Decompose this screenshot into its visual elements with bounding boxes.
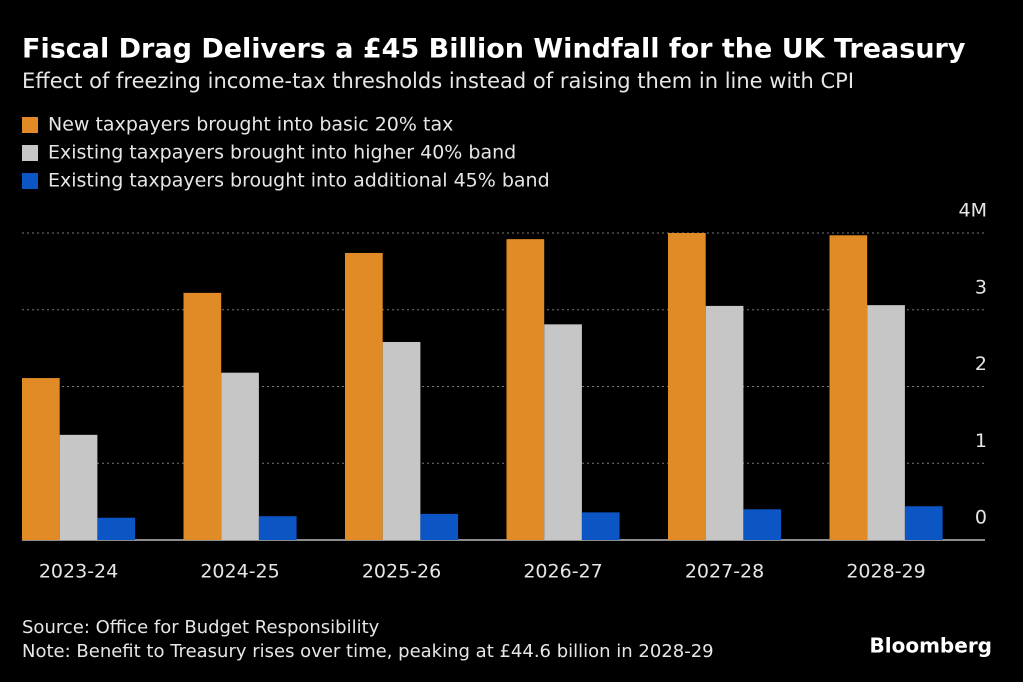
chart-title: Fiscal Drag Delivers a £45 Billion Windf… bbox=[22, 34, 966, 65]
brand: Bloomberg bbox=[870, 634, 992, 658]
bar bbox=[581, 512, 620, 540]
bar bbox=[345, 252, 383, 540]
bar bbox=[420, 513, 459, 540]
legend-swatch bbox=[22, 117, 38, 133]
x-tick-label: 2023-24 bbox=[39, 561, 118, 583]
chart-subtitle: Effect of freezing income-tax thresholds… bbox=[22, 69, 854, 93]
bar bbox=[221, 372, 259, 540]
x-tick-label: 2025-26 bbox=[362, 561, 441, 583]
bar bbox=[705, 305, 744, 540]
bar bbox=[867, 305, 905, 540]
y-tick-label: 0 bbox=[975, 507, 987, 529]
bar bbox=[506, 239, 545, 540]
y-tick-label: 4M bbox=[959, 200, 987, 222]
bar bbox=[97, 517, 136, 540]
x-tick-label: 2024-25 bbox=[200, 561, 279, 583]
bar bbox=[382, 341, 421, 540]
legend-label: Existing taxpayers brought into addition… bbox=[48, 170, 550, 192]
bar bbox=[22, 378, 60, 540]
legend-swatch bbox=[22, 145, 38, 161]
note: Note: Benefit to Treasury rises over tim… bbox=[22, 641, 714, 662]
y-tick-label: 2 bbox=[975, 353, 987, 375]
legend-swatch bbox=[22, 173, 38, 189]
bar bbox=[544, 324, 582, 540]
bar bbox=[743, 509, 782, 540]
bar bbox=[59, 434, 98, 540]
legend-label: Existing taxpayers brought into higher 4… bbox=[48, 142, 516, 164]
bar bbox=[904, 506, 943, 540]
x-tick-label: 2027-28 bbox=[685, 561, 764, 583]
y-tick-label: 1 bbox=[975, 430, 987, 452]
y-tick-label: 3 bbox=[975, 276, 987, 298]
x-tick-label: 2028-29 bbox=[846, 561, 925, 583]
legend-label: New taxpayers brought into basic 20% tax bbox=[48, 114, 453, 136]
bar bbox=[183, 292, 222, 540]
source: Source: Office for Budget Responsibility bbox=[22, 617, 380, 638]
bar bbox=[258, 516, 297, 540]
bar bbox=[829, 235, 868, 541]
bar bbox=[668, 233, 706, 540]
x-tick-label: 2026-27 bbox=[523, 561, 602, 583]
